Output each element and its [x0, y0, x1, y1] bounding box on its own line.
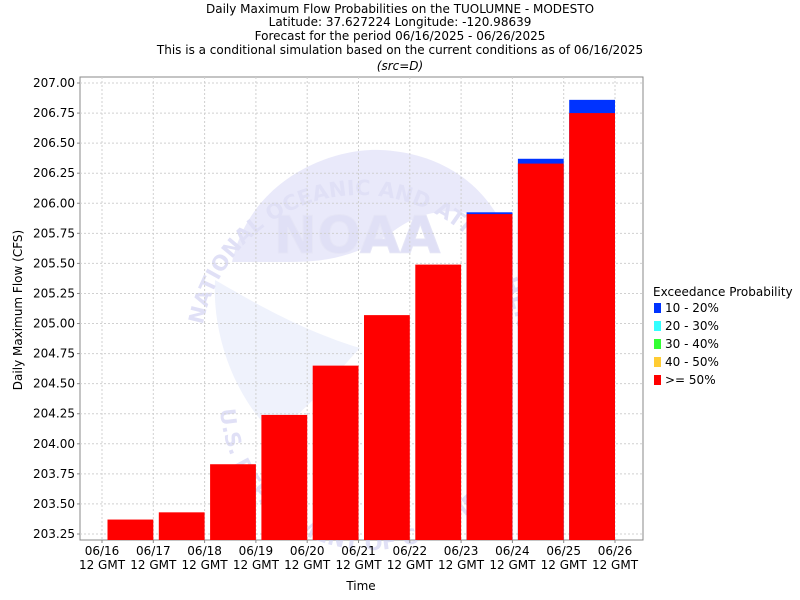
bar-ge-50 [517, 163, 564, 540]
bar-ge-50 [569, 113, 615, 541]
bar-ge-50 [107, 519, 154, 540]
y-tick-label: 206.50 [33, 136, 75, 150]
x-tick-label-time: 12 GMT [182, 558, 229, 572]
y-tick-label: 203.25 [33, 527, 75, 541]
x-axis-title: Time [345, 579, 375, 593]
x-tick-label-time: 12 GMT [541, 558, 588, 572]
source-note: (src=D) [377, 59, 423, 73]
y-axis-title: Daily Maximum Flow (CFS) [11, 230, 25, 390]
legend-swatch [654, 321, 661, 331]
legend-swatch [654, 375, 661, 385]
y-tick-label: 207.00 [33, 76, 75, 90]
y-tick-label: 205.50 [33, 256, 75, 270]
y-tick-label: 205.25 [33, 286, 75, 300]
title-line-3: Forecast for the period 06/16/2025 - 06/… [255, 29, 546, 43]
legend-label: 10 - 20% [665, 301, 719, 315]
legend-label: >= 50% [665, 373, 716, 387]
bar-ge-50 [261, 414, 308, 540]
bar-ge-50 [210, 464, 256, 540]
y-tick-label: 204.75 [33, 347, 75, 361]
y-tick-label: 205.75 [33, 226, 75, 240]
legend-label: 20 - 30% [665, 319, 719, 333]
watermark-wave-top [232, 149, 505, 262]
watermark-logo-text: NOAA [274, 206, 441, 266]
y-tick-label: 206.00 [33, 196, 75, 210]
y-tick-label: 204.50 [33, 377, 75, 391]
legend-swatch [654, 339, 661, 349]
y-tick-label: 204.00 [33, 437, 75, 451]
title-line-4: This is a conditional simulation based o… [156, 43, 643, 57]
bar-ge-50 [158, 512, 205, 540]
x-tick-label-time: 12 GMT [438, 558, 485, 572]
bar-ge-50 [415, 264, 462, 540]
y-tick-label: 206.25 [33, 166, 75, 180]
legend-swatch [654, 357, 661, 367]
x-tick-label-time: 12 GMT [130, 558, 177, 572]
x-tick-label-date: 06/19 [239, 544, 274, 558]
y-tick-label: 205.00 [33, 317, 75, 331]
x-tick-label-date: 06/24 [495, 544, 530, 558]
y-tick-label: 203.75 [33, 467, 75, 481]
chart-title: Daily Maximum Flow Probabilities on the … [156, 2, 643, 73]
legend-label: 30 - 40% [665, 337, 719, 351]
x-tick-label-date: 06/16 [85, 544, 120, 558]
x-tick-label-date: 06/20 [290, 544, 325, 558]
x-tick-label-date: 06/21 [341, 544, 376, 558]
x-tick-label-date: 06/18 [187, 544, 222, 558]
x-tick-label-time: 12 GMT [592, 558, 639, 572]
x-tick-label-time: 12 GMT [79, 558, 126, 572]
bar-ge-50 [466, 214, 513, 540]
title-line-2: Latitude: 37.627224 Longitude: -120.9863… [269, 15, 532, 29]
x-tick-label-time: 12 GMT [489, 558, 536, 572]
y-tick-label: 206.75 [33, 106, 75, 120]
bar-ge-50 [364, 315, 410, 540]
legend-swatch [654, 303, 661, 313]
legend-title: Exceedance Probability [653, 285, 793, 299]
x-tick-label-time: 12 GMT [387, 558, 434, 572]
x-tick-label-date: 06/23 [444, 544, 479, 558]
watermark-wave-bottom [214, 280, 360, 432]
x-tick-label-time: 12 GMT [233, 558, 280, 572]
bars [107, 99, 615, 541]
x-tick-label-date: 06/25 [546, 544, 581, 558]
legend-label: 40 - 50% [665, 355, 719, 369]
x-tick-label-time: 12 GMT [335, 558, 382, 572]
y-tick-label: 204.25 [33, 407, 75, 421]
x-tick-label-date: 06/26 [598, 544, 633, 558]
x-tick-label-date: 06/17 [136, 544, 171, 558]
legend: Exceedance Probability 10 - 20% 20 - 30% 3… [653, 285, 793, 387]
y-axis: 203.25 203.50 203.75 204.00 204.25 204.50 204.… [33, 76, 80, 541]
bar-ge-50 [312, 365, 359, 540]
x-tick-label-time: 12 GMT [284, 558, 331, 572]
x-tick-label-date: 06/22 [393, 544, 428, 558]
title-line-1: Daily Maximum Flow Probabilities on the … [206, 2, 594, 16]
y-tick-label: 203.50 [33, 497, 75, 511]
